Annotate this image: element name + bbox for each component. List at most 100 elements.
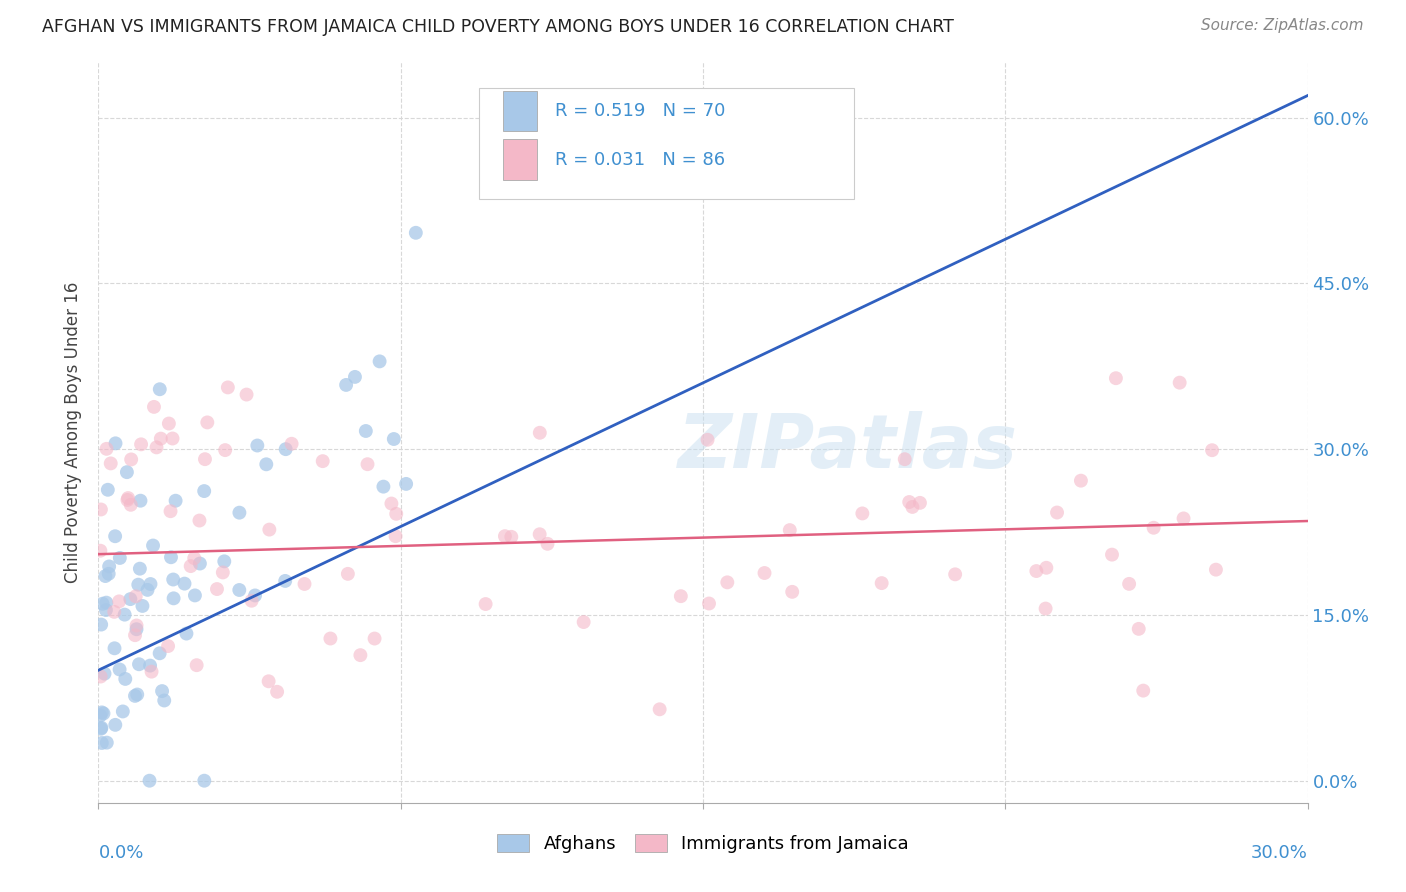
- Point: [129, 437, 152, 451]
- Point: [125, 622, 148, 636]
- Point: [108, 594, 131, 608]
- Point: [125, 618, 148, 632]
- FancyBboxPatch shape: [503, 139, 537, 180]
- Point: [127, 688, 149, 702]
- Point: [129, 493, 152, 508]
- Point: [779, 523, 801, 537]
- Point: [162, 591, 184, 606]
- Point: [173, 576, 195, 591]
- Point: [90, 722, 112, 736]
- Point: [382, 432, 405, 446]
- Point: [368, 354, 391, 368]
- Point: [143, 400, 166, 414]
- Point: [405, 226, 427, 240]
- Point: [501, 530, 523, 544]
- Point: [157, 639, 180, 653]
- Point: [1070, 474, 1092, 488]
- Point: [98, 559, 121, 574]
- Point: [104, 436, 127, 450]
- Point: [754, 566, 776, 580]
- Point: [180, 559, 202, 574]
- Point: [183, 551, 205, 566]
- Point: [93, 706, 115, 721]
- Point: [120, 452, 142, 467]
- Point: [176, 626, 198, 640]
- Point: [195, 416, 218, 430]
- Point: [349, 648, 371, 662]
- Point: [259, 523, 281, 537]
- Point: [870, 576, 893, 591]
- Point: [356, 457, 378, 471]
- Point: [246, 438, 269, 452]
- Point: [186, 658, 208, 673]
- Point: [157, 417, 180, 431]
- Point: [1143, 521, 1166, 535]
- Text: Source: ZipAtlas.com: Source: ZipAtlas.com: [1201, 18, 1364, 33]
- Text: ZIPatlas: ZIPatlas: [678, 411, 1018, 484]
- Text: 0.0%: 0.0%: [98, 844, 143, 862]
- Point: [124, 689, 146, 703]
- Point: [572, 615, 595, 629]
- Point: [90, 502, 112, 516]
- Point: [257, 674, 280, 689]
- Point: [716, 575, 738, 590]
- Point: [188, 557, 211, 571]
- Point: [193, 484, 215, 499]
- Point: [90, 617, 112, 632]
- Point: [274, 442, 297, 457]
- Point: [141, 665, 163, 679]
- Point: [384, 529, 406, 543]
- Point: [108, 663, 131, 677]
- Point: [211, 566, 233, 580]
- Point: [669, 589, 692, 603]
- Point: [162, 573, 184, 587]
- Point: [648, 702, 671, 716]
- Point: [228, 506, 250, 520]
- Point: [90, 669, 112, 683]
- Point: [193, 773, 215, 788]
- Point: [536, 537, 558, 551]
- Point: [97, 483, 120, 497]
- Point: [898, 495, 921, 509]
- Point: [335, 378, 357, 392]
- Point: [274, 574, 297, 588]
- Point: [363, 632, 385, 646]
- Point: [145, 441, 167, 455]
- Point: [131, 599, 153, 613]
- Point: [104, 529, 127, 543]
- Point: [214, 554, 236, 568]
- Text: 30.0%: 30.0%: [1251, 844, 1308, 862]
- Point: [125, 589, 148, 603]
- Point: [100, 457, 122, 471]
- Point: [214, 443, 236, 458]
- Point: [354, 424, 377, 438]
- Point: [188, 514, 211, 528]
- Point: [266, 685, 288, 699]
- Point: [1128, 622, 1150, 636]
- Point: [89, 543, 111, 558]
- Point: [1035, 601, 1057, 615]
- Point: [138, 773, 160, 788]
- Point: [1025, 564, 1047, 578]
- Point: [385, 507, 408, 521]
- Point: [474, 597, 496, 611]
- Point: [336, 566, 359, 581]
- Point: [1046, 506, 1069, 520]
- Point: [254, 458, 277, 472]
- Point: [1168, 376, 1191, 390]
- Point: [901, 500, 924, 514]
- Point: [194, 452, 217, 467]
- Point: [165, 493, 187, 508]
- FancyBboxPatch shape: [479, 88, 855, 200]
- Point: [139, 577, 162, 591]
- Point: [780, 584, 803, 599]
- Point: [114, 607, 136, 622]
- Point: [127, 577, 149, 591]
- Point: [205, 582, 228, 596]
- Point: [90, 706, 112, 720]
- Point: [142, 539, 165, 553]
- Point: [240, 593, 263, 607]
- Point: [1035, 561, 1057, 575]
- Point: [943, 567, 966, 582]
- Point: [90, 721, 112, 735]
